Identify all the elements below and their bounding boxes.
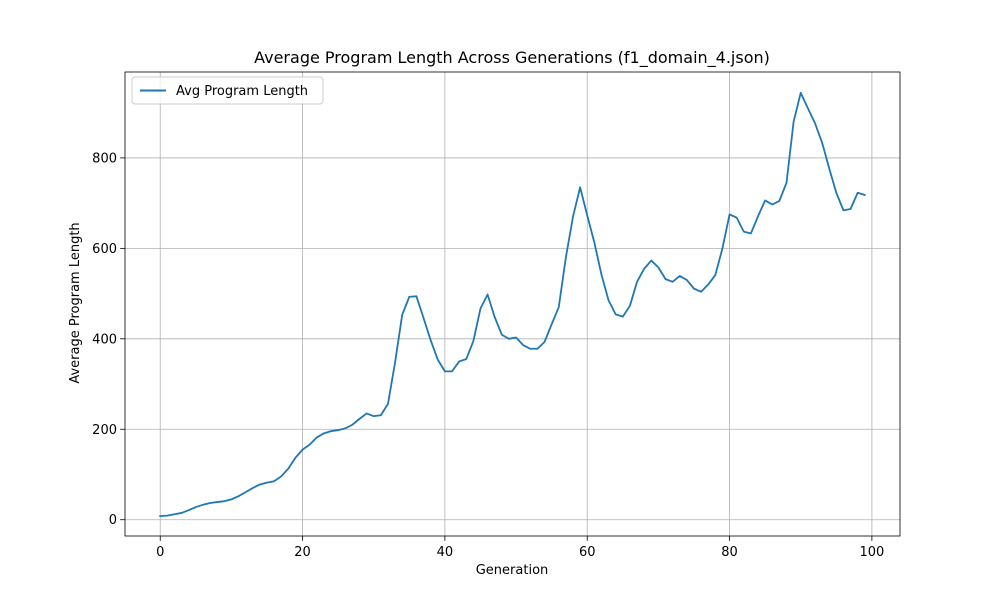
grid-layer — [125, 72, 900, 536]
x-tick-label: 100 — [859, 545, 884, 560]
legend-label-avg-program-length: Avg Program Length — [176, 84, 308, 99]
y-tick-label: 200 — [92, 423, 117, 438]
x-tick-label: 60 — [579, 545, 596, 560]
legend: Avg Program Length — [132, 77, 323, 104]
tick-layer: 0 20 40 60 80 100 0 200 400 600 800 — [92, 151, 884, 560]
chart-title: Average Program Length Across Generation… — [254, 48, 770, 68]
x-tick-label: 0 — [156, 545, 164, 560]
y-tick-label: 600 — [92, 242, 117, 257]
y-axis-label: Average Program Length — [68, 222, 83, 383]
y-tick-label: 400 — [92, 332, 117, 347]
series-layer — [160, 93, 865, 516]
plot-area-frame — [125, 72, 900, 536]
y-tick-label: 0 — [109, 513, 117, 528]
x-tick-label: 20 — [294, 545, 311, 560]
series-line-0 — [160, 93, 865, 516]
x-tick-label: 80 — [721, 545, 738, 560]
x-tick-label: 40 — [437, 545, 454, 560]
x-axis-label: Generation — [476, 563, 549, 578]
y-tick-label: 800 — [92, 151, 117, 166]
